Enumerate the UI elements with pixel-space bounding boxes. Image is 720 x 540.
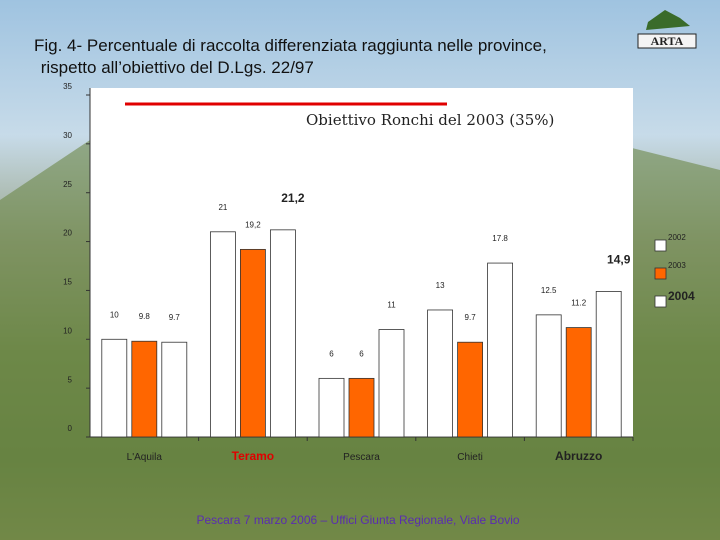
annotation: Obiettivo Ronchi del 2003 (35%) [306,111,554,129]
bar [565,327,592,438]
legend-label: 2002 [668,233,686,242]
y-tick-label: 10 [63,326,72,335]
value-label: 21 [218,203,227,212]
bar [457,341,484,438]
bar [209,231,236,438]
bar [318,377,345,438]
bar [595,291,622,438]
x-tick-label: Teramo [232,449,274,463]
y-tick-label: 5 [68,375,73,384]
bar [535,314,562,438]
legend-label: 2004 [668,289,695,303]
logo: ARTA [637,10,697,49]
value-label: 17.8 [492,234,508,243]
value-label: 11 [387,301,396,310]
x-tick-label: Pescara [343,452,380,463]
y-tick-label: 0 [68,424,73,433]
x-tick-label: L'Aquila [127,452,163,463]
slide-title-line2: rispetto all’obiettivo del D.Lgs. 22/97 [36,58,314,77]
value-label: 9.8 [139,312,151,321]
value-label: 10 [110,310,119,319]
value-label: 6 [329,349,334,358]
y-tick-label: 35 [63,82,72,91]
y-tick-label: 25 [63,180,72,189]
bar [101,338,128,438]
bar [161,341,188,438]
x-tick-label: Abruzzo [555,449,602,463]
value-label: 14,9 [607,252,631,266]
value-label: 19,2 [245,220,261,229]
value-label: 13 [436,281,445,290]
logo-text: ARTA [651,34,684,48]
value-label: 11.2 [571,299,587,308]
x-tick-label: Chieti [457,452,483,463]
bar [269,229,296,438]
value-label: 9.7 [169,313,181,322]
y-tick-label: 15 [63,278,72,287]
value-label: 12.5 [541,286,557,295]
value-label: 6 [359,349,364,358]
y-tick-label: 30 [63,131,72,140]
y-tick-label: 20 [63,229,72,238]
value-label: 21,2 [281,191,305,205]
footer: Pescara 7 marzo 2006 – Uffici Giunta Reg… [196,513,519,527]
bar [378,329,405,438]
slide-title-text: Fig. 4- Percentuale di raccolta differen… [34,36,547,55]
slide-title: Fig. 4- Percentuale di raccolta differen… [34,36,547,77]
legend-swatch [654,239,667,252]
legend-swatch [654,295,667,308]
bar [487,262,514,438]
bar [239,248,266,438]
bar [348,377,375,438]
legend-swatch [654,267,667,280]
bar [427,309,454,438]
value-label: 9.7 [465,313,477,322]
bar [131,340,158,438]
legend-label: 2003 [668,261,686,270]
